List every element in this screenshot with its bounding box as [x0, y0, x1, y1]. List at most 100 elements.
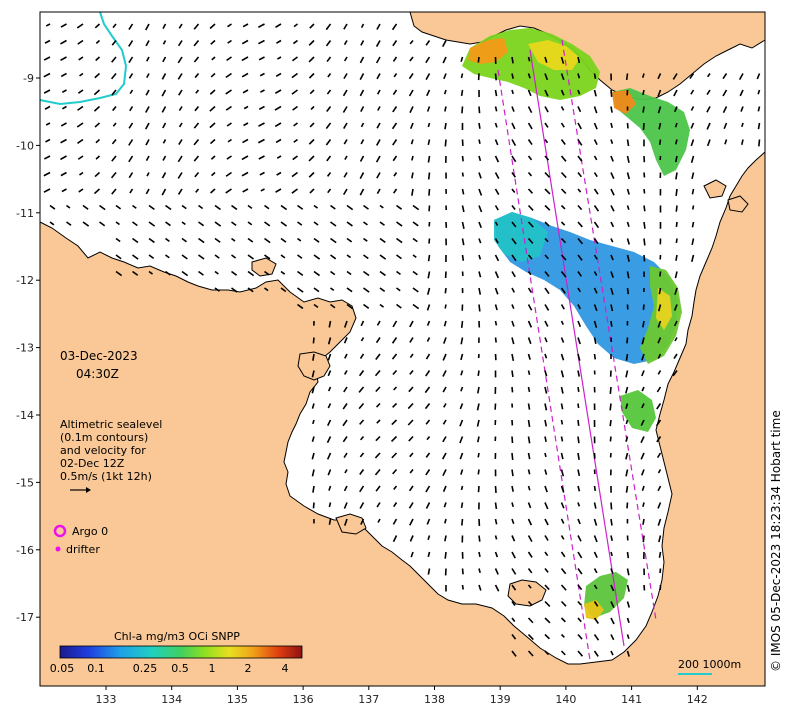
velocity-arrow [642, 89, 645, 96]
velocity-arrow [477, 370, 480, 377]
velocity-arrow [45, 122, 51, 126]
velocity-arrow [343, 73, 348, 80]
velocity-arrow [657, 73, 662, 80]
velocity-arrow [527, 304, 533, 311]
velocity-arrow [477, 452, 480, 458]
velocity-arrow [544, 633, 551, 640]
velocity-arrow [577, 650, 584, 657]
velocity-arrow [544, 386, 548, 394]
velocity-arrow [593, 535, 598, 543]
velocity-arrow [560, 568, 567, 575]
velocity-arrow [494, 568, 499, 575]
velocity-arrow [675, 238, 678, 244]
velocity-arrow [308, 155, 315, 162]
velocity-arrow [544, 270, 550, 277]
velocity-arrow [410, 139, 414, 145]
velocity-arrow [111, 155, 117, 162]
velocity-arrow [642, 535, 645, 543]
velocity-arrow [511, 73, 514, 79]
velocity-arrow [110, 72, 117, 80]
velocity-arrow [327, 386, 332, 392]
velocity-arrow [231, 287, 238, 293]
velocity-arrow [426, 106, 431, 112]
argo-legend-marker [53, 524, 67, 538]
velocity-arrow [625, 485, 629, 493]
velocity-arrow [706, 89, 711, 96]
velocity-arrow [544, 600, 551, 607]
velocity-arrow [610, 139, 614, 145]
velocity-arrow [145, 155, 150, 162]
velocity-arrow [375, 139, 381, 146]
velocity-arrow [325, 23, 332, 31]
velocity-arrow [511, 518, 515, 524]
velocity-arrow [410, 551, 414, 558]
velocity-arrow [231, 270, 238, 276]
velocity-arrow [145, 106, 150, 113]
velocity-arrow [511, 386, 514, 393]
velocity-arrow [425, 502, 431, 509]
velocity-arrow [593, 238, 599, 245]
velocity-arrow [544, 139, 549, 144]
lon-tick-label: 137 [358, 693, 379, 706]
velocity-arrow [577, 551, 583, 559]
lat-tick-label: -15 [16, 476, 34, 489]
velocity-arrow [128, 122, 134, 129]
scale-label: 200 1000m [678, 658, 741, 671]
velocity-arrow [461, 518, 464, 526]
velocity-arrow [407, 402, 414, 410]
velocity-arrow [442, 370, 447, 377]
velocity-arrow [44, 39, 51, 44]
velocity-arrow [610, 89, 613, 97]
velocity-arrow [494, 271, 500, 279]
velocity-arrow [577, 617, 582, 623]
velocity-arrow [426, 287, 431, 295]
velocity-arrow [161, 188, 167, 196]
velocity-arrow [162, 122, 167, 129]
velocity-arrow [78, 56, 84, 61]
longitude-axis: 133 134 135 136 137 138 139 140 141 142 [96, 686, 708, 706]
velocity-arrow [610, 601, 615, 609]
velocity-arrow [363, 204, 369, 210]
velocity-arrow [426, 89, 431, 97]
velocity-arrow [363, 287, 370, 293]
velocity-arrow [478, 122, 481, 129]
velocity-arrow [309, 23, 315, 29]
velocity-arrow [392, 188, 398, 194]
velocity-arrow [43, 56, 51, 61]
velocity-arrow [60, 155, 67, 161]
velocity-arrow [674, 337, 678, 342]
velocity-arrow [657, 304, 662, 312]
velocity-arrow [527, 419, 531, 427]
velocity-arrow [593, 106, 598, 114]
velocity-arrow [425, 485, 431, 493]
velocity-arrow [625, 436, 629, 442]
altimetry-line-4: 02-Dec 12Z [60, 457, 125, 470]
velocity-arrow [392, 89, 398, 96]
velocity-arrow [527, 633, 534, 641]
velocity-arrow [343, 320, 348, 328]
velocity-arrow [360, 518, 365, 525]
velocity-arrow [610, 221, 615, 228]
velocity-arrow [359, 485, 365, 493]
satellite-track [497, 39, 657, 661]
velocity-arrow [444, 106, 447, 112]
velocity-arrow [342, 436, 348, 443]
velocity-arrow [577, 469, 581, 477]
velocity-arrow [111, 56, 117, 63]
velocity-arrow [132, 270, 139, 276]
velocity-arrow [343, 337, 348, 344]
velocity-arrow [326, 56, 332, 63]
velocity-arrow [740, 106, 744, 112]
velocity-arrow [227, 23, 232, 28]
velocity-arrow [377, 106, 381, 111]
velocity-arrow [577, 171, 583, 178]
chl-patch-cyan [494, 212, 548, 262]
velocity-arrow [209, 89, 216, 95]
velocity-arrow [363, 254, 369, 260]
velocity-arrow [148, 254, 155, 260]
velocity-arrow [112, 105, 117, 112]
velocity-arrow [393, 172, 398, 177]
velocity-arrow [375, 386, 381, 393]
velocity-arrow [360, 139, 365, 145]
velocity-arrow [60, 138, 67, 144]
